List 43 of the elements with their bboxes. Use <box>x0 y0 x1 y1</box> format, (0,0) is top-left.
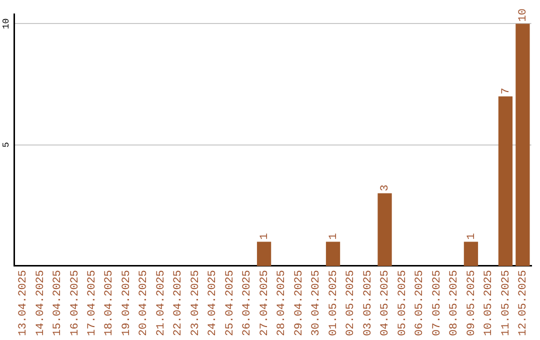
x-tick-label: 02.05.2025 <box>345 270 358 336</box>
x-tick-label: 30.04.2025 <box>310 270 323 336</box>
data-label: 7 <box>500 88 512 94</box>
x-tick-label: 17.04.2025 <box>86 270 99 336</box>
bar <box>516 24 530 266</box>
data-label: 10 <box>518 8 530 22</box>
x-tick-label: 20.04.2025 <box>138 270 150 336</box>
x-tick-label: 23.04.2025 <box>190 270 202 336</box>
x-tick-label: 19.04.2025 <box>120 270 133 336</box>
bar <box>326 242 340 266</box>
x-tick-label: 05.05.2025 <box>396 270 409 336</box>
x-tick-label: 26.04.2025 <box>242 270 254 336</box>
x-tick-label: 11.05.2025 <box>500 270 512 336</box>
x-tick-label: 08.05.2025 <box>448 270 461 336</box>
x-tick-label: 28.04.2025 <box>276 270 288 336</box>
data-label: 1 <box>258 232 271 240</box>
x-tick-label: 14.04.2025 <box>34 270 47 336</box>
x-tick-label: 18.04.2025 <box>104 270 116 336</box>
bar <box>464 242 478 266</box>
x-tick-label: 24.04.2025 <box>207 270 220 336</box>
x-tick-label: 15.04.2025 <box>52 270 64 336</box>
x-tick-label: 21.04.2025 <box>155 270 168 336</box>
x-tick-label: 09.05.2025 <box>466 270 478 336</box>
x-tick-label: 16.04.2025 <box>69 270 82 336</box>
data-label: 3 <box>380 184 392 192</box>
x-tick-label: 03.05.2025 <box>362 270 374 336</box>
data-label: 1 <box>328 232 340 240</box>
x-tick-label: 04.05.2025 <box>380 270 392 336</box>
x-tick-label: 07.05.2025 <box>431 270 444 336</box>
x-tick-label: 12.05.2025 <box>518 270 530 336</box>
bar <box>378 193 392 266</box>
x-tick-label: 27.04.2025 <box>258 270 271 336</box>
x-tick-label: 10.05.2025 <box>483 270 496 336</box>
x-tick-label: 25.04.2025 <box>224 270 236 336</box>
bar <box>256 242 272 266</box>
data-label: 1 <box>466 232 478 240</box>
x-tick-label: 22.04.2025 <box>172 270 185 336</box>
x-tick-label: 13.04.2025 <box>18 270 30 336</box>
x-tick-label: 01.05.2025 <box>328 270 340 336</box>
bar <box>498 96 513 266</box>
x-tick-label: 29.04.2025 <box>293 270 306 336</box>
y-tick-label: 5 <box>1 142 12 148</box>
x-tick-label: 06.05.2025 <box>414 270 426 336</box>
